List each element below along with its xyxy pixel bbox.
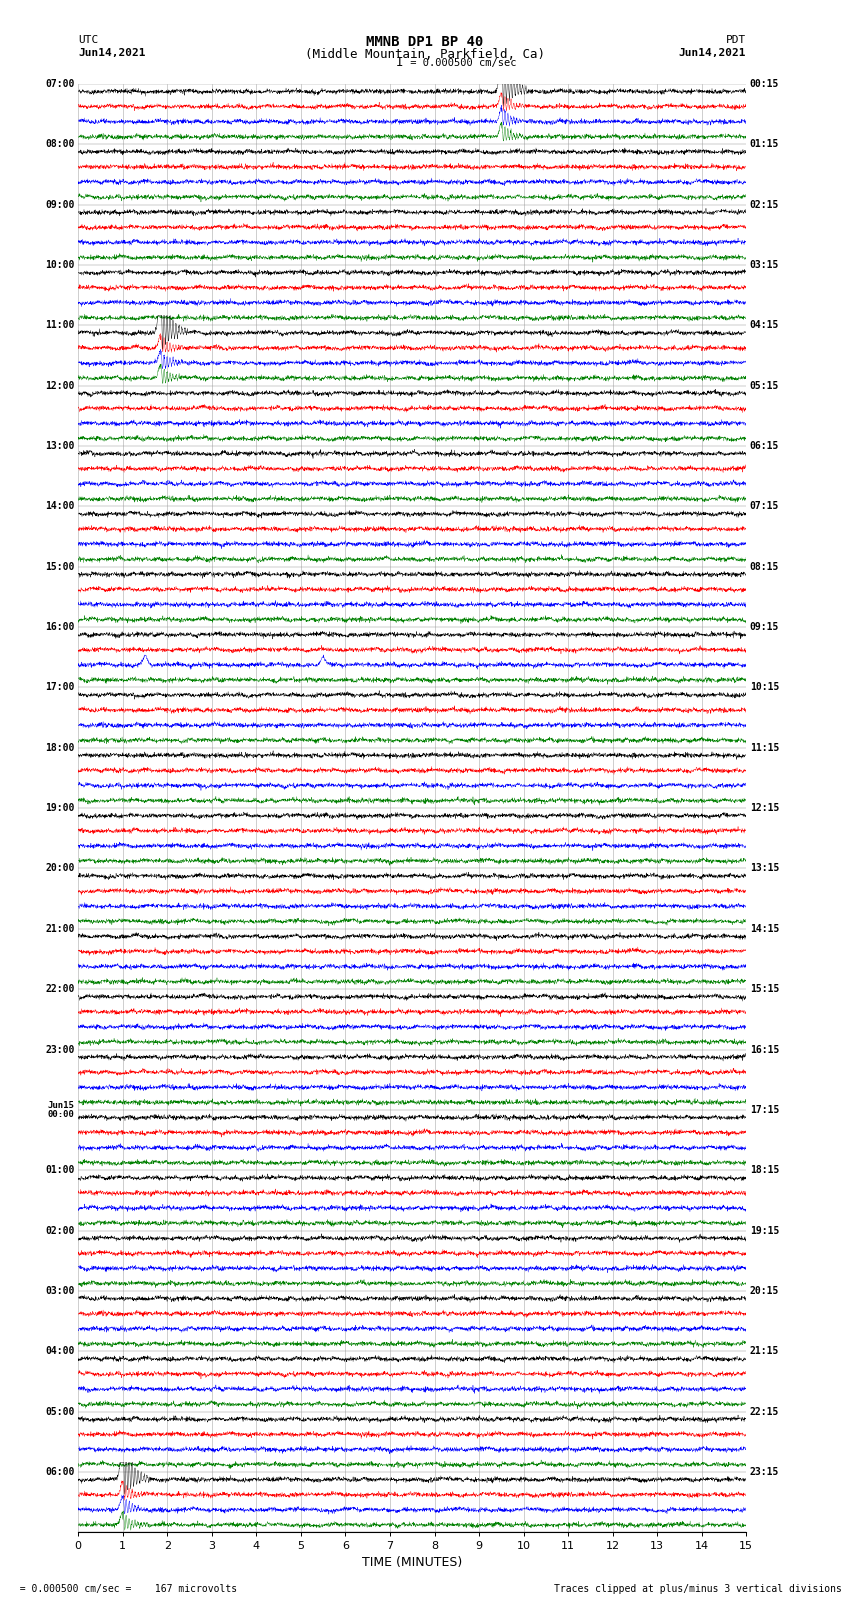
- Text: 08:15: 08:15: [750, 561, 779, 571]
- Text: I: I: [396, 56, 403, 69]
- Text: 17:00: 17:00: [46, 682, 75, 692]
- Text: 22:00: 22:00: [46, 984, 75, 994]
- Text: 11:15: 11:15: [750, 742, 779, 753]
- Text: 20:15: 20:15: [750, 1286, 779, 1295]
- Text: 19:15: 19:15: [750, 1226, 779, 1236]
- Text: 01:00: 01:00: [46, 1165, 75, 1176]
- Text: 20:00: 20:00: [46, 863, 75, 874]
- Text: Traces clipped at plus/minus 3 vertical divisions: Traces clipped at plus/minus 3 vertical …: [553, 1584, 842, 1594]
- Text: 21:15: 21:15: [750, 1347, 779, 1357]
- Text: 11:00: 11:00: [46, 321, 75, 331]
- Text: PDT: PDT: [726, 35, 746, 45]
- Text: 06:00: 06:00: [46, 1466, 75, 1478]
- X-axis label: TIME (MINUTES): TIME (MINUTES): [362, 1555, 462, 1568]
- Text: 04:00: 04:00: [46, 1347, 75, 1357]
- Text: UTC: UTC: [78, 35, 99, 45]
- Text: 07:00: 07:00: [46, 79, 75, 89]
- Text: 05:00: 05:00: [46, 1407, 75, 1416]
- Text: 08:00: 08:00: [46, 139, 75, 150]
- Text: 09:00: 09:00: [46, 200, 75, 210]
- Text: 18:00: 18:00: [46, 742, 75, 753]
- Text: 07:15: 07:15: [750, 502, 779, 511]
- Text: 05:15: 05:15: [750, 381, 779, 390]
- Text: 16:15: 16:15: [750, 1045, 779, 1055]
- Text: 01:15: 01:15: [750, 139, 779, 150]
- Text: 00:15: 00:15: [750, 79, 779, 89]
- Text: 03:15: 03:15: [750, 260, 779, 269]
- Text: 00:00: 00:00: [48, 1110, 75, 1119]
- Text: 18:15: 18:15: [750, 1165, 779, 1176]
- Text: 16:00: 16:00: [46, 623, 75, 632]
- Text: Jun15: Jun15: [48, 1102, 75, 1110]
- Text: 17:15: 17:15: [750, 1105, 779, 1115]
- Text: 13:00: 13:00: [46, 440, 75, 452]
- Text: 14:15: 14:15: [750, 924, 779, 934]
- Text: 06:15: 06:15: [750, 440, 779, 452]
- Text: 21:00: 21:00: [46, 924, 75, 934]
- Text: 02:15: 02:15: [750, 200, 779, 210]
- Text: Jun14,2021: Jun14,2021: [679, 48, 746, 58]
- Text: 23:00: 23:00: [46, 1045, 75, 1055]
- Text: 04:15: 04:15: [750, 321, 779, 331]
- Text: 09:15: 09:15: [750, 623, 779, 632]
- Text: 19:00: 19:00: [46, 803, 75, 813]
- Text: 10:00: 10:00: [46, 260, 75, 269]
- Text: 12:15: 12:15: [750, 803, 779, 813]
- Text: 15:15: 15:15: [750, 984, 779, 994]
- Text: 22:15: 22:15: [750, 1407, 779, 1416]
- Text: 10:15: 10:15: [750, 682, 779, 692]
- Text: 15:00: 15:00: [46, 561, 75, 571]
- Text: = 0.000500 cm/sec: = 0.000500 cm/sec: [404, 58, 516, 68]
- Text: (Middle Mountain, Parkfield, Ca): (Middle Mountain, Parkfield, Ca): [305, 48, 545, 61]
- Text: = 0.000500 cm/sec =    167 microvolts: = 0.000500 cm/sec = 167 microvolts: [8, 1584, 238, 1594]
- Text: 12:00: 12:00: [46, 381, 75, 390]
- Text: 23:15: 23:15: [750, 1466, 779, 1478]
- Text: 02:00: 02:00: [46, 1226, 75, 1236]
- Text: 03:00: 03:00: [46, 1286, 75, 1295]
- Text: Jun14,2021: Jun14,2021: [78, 48, 145, 58]
- Text: 13:15: 13:15: [750, 863, 779, 874]
- Text: 14:00: 14:00: [46, 502, 75, 511]
- Text: MMNB DP1 BP 40: MMNB DP1 BP 40: [366, 35, 484, 50]
